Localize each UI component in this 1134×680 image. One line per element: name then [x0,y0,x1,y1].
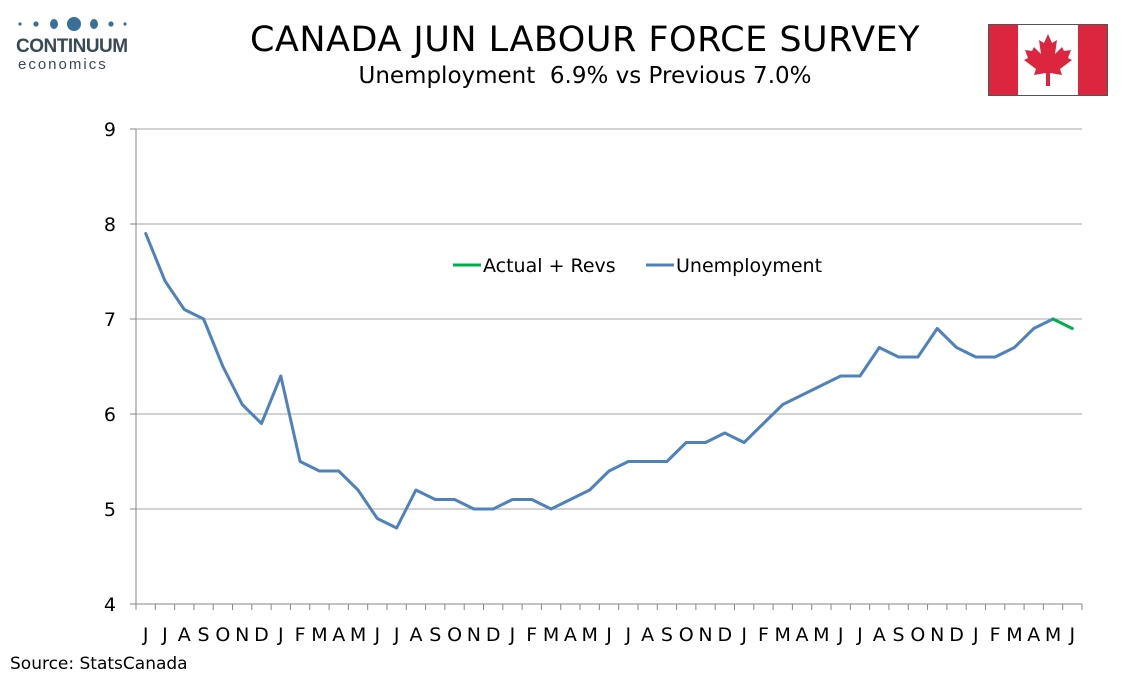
series-line-unemployment [144,232,1055,530]
x-tick-label: S [429,624,441,646]
x-tick-label: N [698,624,712,646]
x-tick-label: O [910,624,925,646]
x-tick-label: M [581,624,597,646]
x-tick-label: M [350,624,366,646]
y-tick-label: 7 [104,309,116,331]
x-tick-label: A [409,624,422,646]
y-tick-label: 4 [104,594,116,616]
x-tick-label: J [374,624,381,646]
canada-flag-icon [988,24,1108,96]
y-tick-label: 8 [104,214,116,236]
x-tick-label: J [393,624,400,646]
x-tick-label: J [161,624,168,646]
x-tick-label: A [564,624,577,646]
x-tick-label: A [641,624,654,646]
source-note: Source: StatsCanada [10,654,188,674]
chart-legend: Actual + Revs Unemployment [453,255,822,277]
legend-label-unemployment: Unemployment [676,255,822,277]
logo-dots-icon [18,17,127,31]
logo-wordmark-bottom: economics [18,56,108,73]
x-tick-label: A [332,624,345,646]
continuum-economics-logo: CONTINUUM economics [10,14,140,76]
y-tick-label: 9 [104,119,116,141]
x-tick-label: A [1027,624,1040,646]
x-tick-label: D [486,624,501,646]
x-tick-label: F [758,624,769,646]
chart-subtitle: Unemployment 6.9% vs Previous 7.0% [358,63,812,89]
x-tick-label: J [1069,624,1076,646]
x-tick-label: M [775,624,791,646]
x-tick-label: J [740,624,747,646]
x-tick-label: M [813,624,829,646]
x-tick-label: J [837,624,844,646]
x-tick-label: O [215,624,230,646]
x-tick-label: J [509,624,516,646]
x-tick-label: D [949,624,964,646]
x-tick-label: F [990,624,1001,646]
x-tick-label: O [447,624,462,646]
x-tick-label: F [526,624,537,646]
x-tick-label: J [856,624,863,646]
x-tick-label: D [718,624,733,646]
x-tick-label: J [142,624,149,646]
x-tick-label: N [930,624,944,646]
x-tick-label: J [277,624,284,646]
x-tick-label: S [893,624,905,646]
series-line-actual-revs [1051,317,1074,330]
x-tick-label: M [1006,624,1022,646]
chart-title: CANADA JUN LABOUR FORCE SURVEY [249,20,921,60]
gridlines [136,128,1082,510]
y-tick-label: 6 [104,404,116,426]
x-tick-label: O [679,624,694,646]
x-tick-label: F [295,624,306,646]
x-tick-label: S [198,624,210,646]
logo-wordmark-top: CONTINUUM [16,36,128,57]
x-tick-label: J [972,624,979,646]
y-tick-label: 5 [104,499,116,521]
y-axis-tick-labels: 4 5 6 7 8 9 [104,119,116,616]
x-tick-label: A [796,624,809,646]
legend-label-actual-revs: Actual + Revs [483,255,616,277]
series-lines [144,232,1074,530]
x-tick-label: A [873,624,886,646]
x-tick-label: J [605,624,612,646]
x-tick-label: J [625,624,632,646]
x-tick-label: N [235,624,249,646]
x-tick-label: D [254,624,269,646]
x-tick-label: A [178,624,191,646]
x-tick-label: M [1045,624,1061,646]
x-tick-label: S [661,624,673,646]
x-tick-label: M [311,624,327,646]
x-tick-label: N [467,624,481,646]
x-tick-label: M [543,624,559,646]
axes [130,128,1083,610]
